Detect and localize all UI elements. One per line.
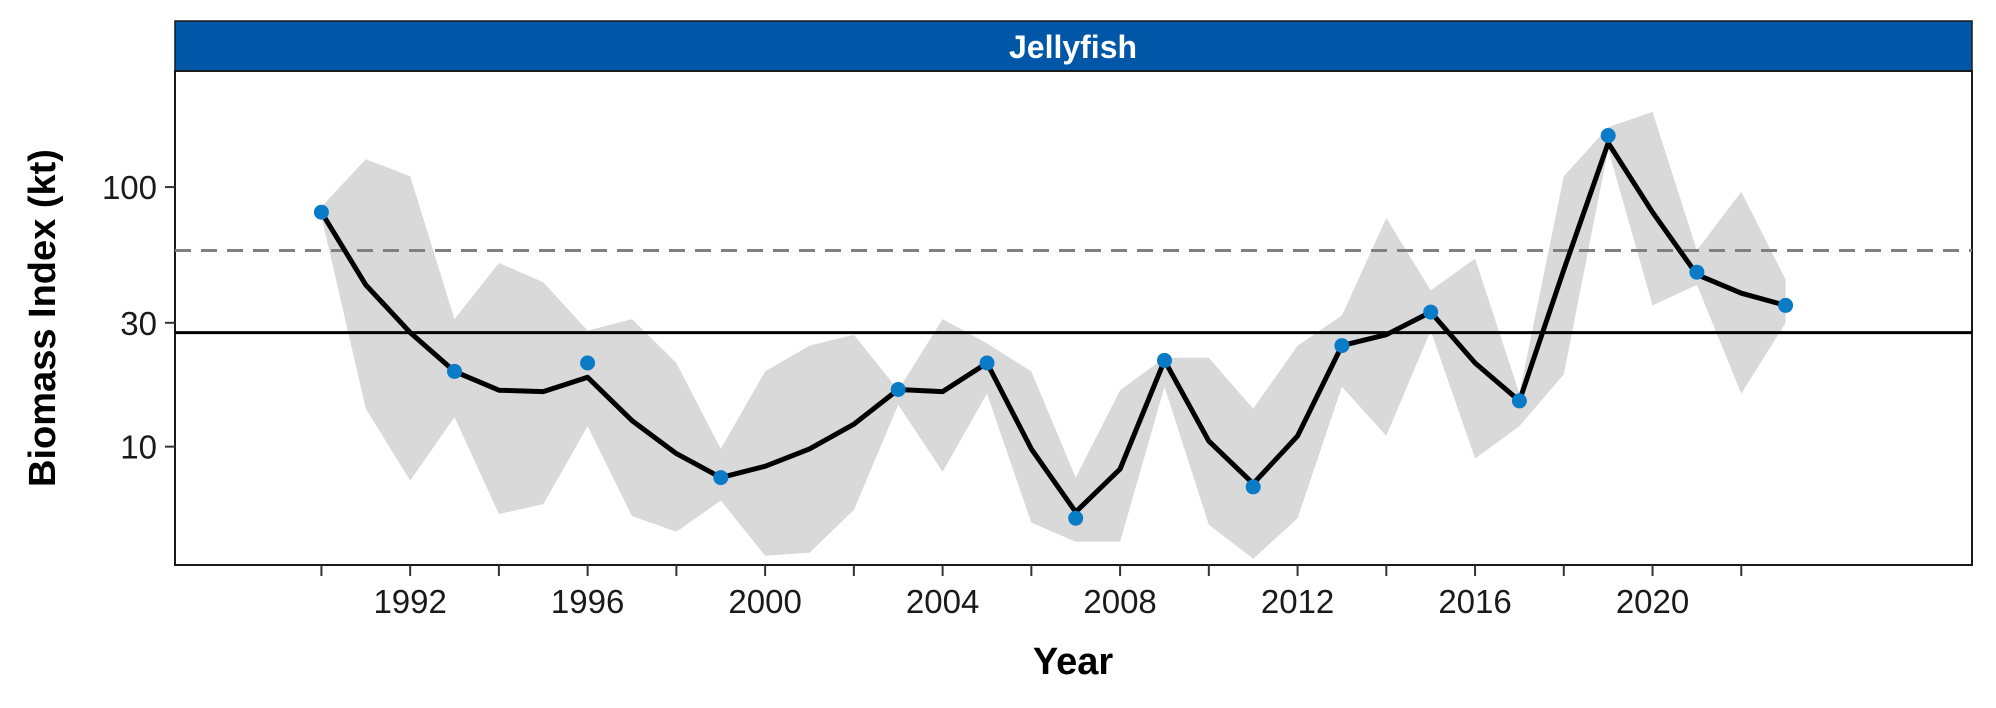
reference-lines-layer [175, 248, 1972, 335]
data-point [313, 204, 329, 220]
x-tick-label: 2000 [728, 583, 801, 620]
y-tick-label: 10 [120, 429, 157, 466]
x-axis-title: Year [1033, 641, 1114, 683]
x-tick-label: 2016 [1438, 583, 1511, 620]
panel-strip [174, 20, 1973, 72]
data-point [1068, 510, 1084, 526]
data-point [447, 363, 462, 379]
y-tick-label: 30 [120, 305, 157, 342]
x-tick-label: 2004 [906, 583, 979, 620]
y-tick-label: 100 [102, 169, 157, 206]
data-points-layer [313, 128, 1794, 526]
y-axis-title: Biomass Index (kt) [22, 149, 64, 487]
x-tick-label: 2020 [1616, 583, 1689, 620]
data-point [1689, 264, 1705, 280]
data-point [1334, 338, 1350, 354]
x-tick-label: 2008 [1083, 583, 1156, 620]
series-line-layer [319, 140, 1787, 515]
y-axis: 10 30 100 [102, 169, 175, 466]
confidence-band [321, 111, 1786, 559]
data-point [1423, 304, 1439, 320]
x-axis: 1992 1996 2000 2004 2008 2012 2016 2020 [320, 565, 1743, 620]
panel-title: Jellyfish [1009, 29, 1137, 65]
data-point [713, 470, 729, 486]
series-line [319, 140, 1787, 515]
data-point [1157, 352, 1172, 368]
data-point [1600, 128, 1616, 143]
data-point [979, 355, 995, 371]
data-point [1778, 297, 1794, 313]
data-point [580, 355, 596, 371]
confidence-band-layer [321, 111, 1786, 559]
x-tick-label: 2012 [1261, 583, 1334, 620]
x-tick-label: 1992 [373, 583, 446, 620]
data-point [1511, 393, 1527, 409]
data-point [1245, 479, 1261, 495]
data-point [890, 382, 906, 397]
x-tick-label: 1996 [551, 583, 624, 620]
